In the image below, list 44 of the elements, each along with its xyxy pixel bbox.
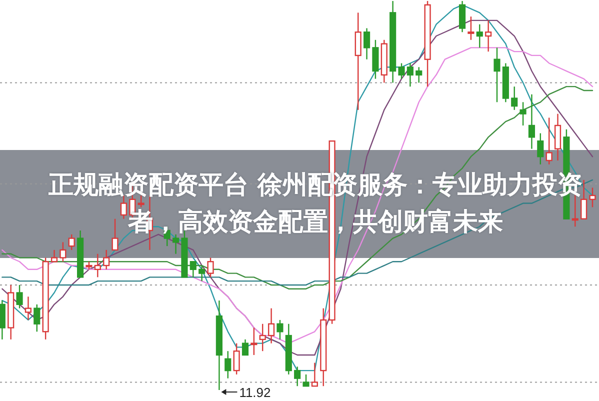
candlestick (50, 249, 58, 262)
candlestick (172, 234, 180, 254)
candlestick (259, 323, 266, 352)
candlestick (406, 62, 414, 88)
candlestick (589, 187, 596, 208)
candlestick (94, 253, 101, 278)
candlestick (354, 12, 362, 111)
candlestick (60, 242, 66, 262)
candlestick (103, 249, 110, 270)
candlestick (112, 218, 118, 251)
candlestick (494, 47, 500, 103)
candlestick (276, 319, 284, 340)
candlestick (416, 66, 422, 84)
candlestick (268, 308, 275, 344)
candlestick (198, 264, 206, 282)
candlestick (311, 362, 318, 387)
candlestick (458, 0, 466, 33)
candlestick (34, 304, 40, 332)
candlestick (0, 300, 6, 340)
candlestick (511, 86, 518, 111)
candlestick (302, 374, 310, 387)
candlestick (520, 102, 526, 126)
candlestick (207, 257, 214, 278)
candlestick (580, 179, 588, 220)
candlestick (468, 16, 474, 40)
candlestick (233, 342, 240, 376)
candlestick (190, 261, 196, 278)
candlestick (250, 327, 258, 356)
candlestick (398, 62, 405, 80)
candlestick (485, 20, 492, 52)
candlestick (546, 117, 552, 165)
candlestick (528, 94, 536, 150)
candlestick (16, 284, 23, 309)
candlestick (24, 296, 32, 321)
candlestick (554, 113, 562, 162)
candlestick (242, 338, 249, 356)
candlestick (68, 234, 75, 251)
candlestick (224, 350, 232, 379)
candlestick (476, 24, 483, 48)
candlestick (294, 366, 301, 387)
candlestick (372, 39, 379, 80)
candlestick (537, 132, 544, 165)
candlestick (363, 28, 370, 60)
annotation: 11.92 (239, 385, 271, 400)
